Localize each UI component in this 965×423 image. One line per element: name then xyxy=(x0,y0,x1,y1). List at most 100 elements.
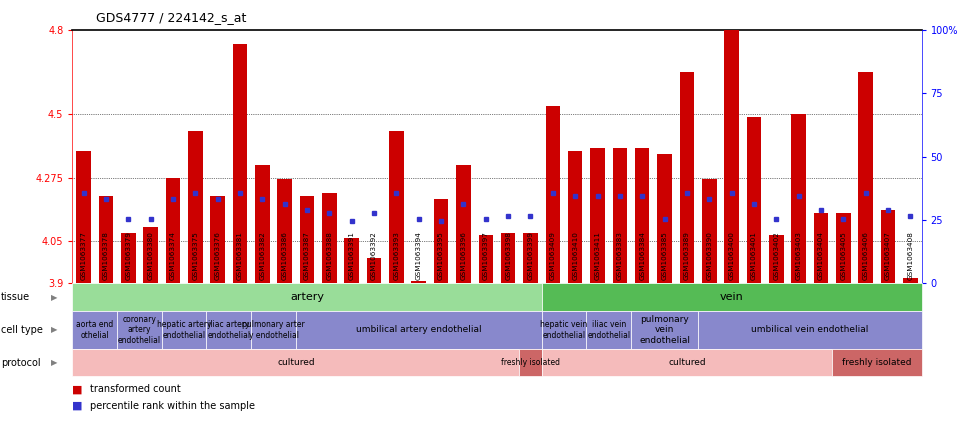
Text: umbilical vein endothelial: umbilical vein endothelial xyxy=(751,325,868,335)
Text: GSM1063405: GSM1063405 xyxy=(841,231,846,280)
Bar xyxy=(836,213,850,283)
Text: artery: artery xyxy=(290,292,324,302)
Text: GSM1063406: GSM1063406 xyxy=(863,231,868,280)
Bar xyxy=(747,117,761,283)
Bar xyxy=(277,179,292,283)
Text: GSM1063390: GSM1063390 xyxy=(706,231,712,280)
Bar xyxy=(613,148,627,283)
Text: GSM1063409: GSM1063409 xyxy=(550,231,556,280)
Bar xyxy=(679,72,694,283)
Bar xyxy=(411,280,426,283)
Text: GSM1063383: GSM1063383 xyxy=(617,231,622,280)
Bar xyxy=(188,131,203,283)
Text: vein: vein xyxy=(720,292,743,302)
Bar xyxy=(345,238,359,283)
Text: iliac artery
endothelial: iliac artery endothelial xyxy=(207,320,250,340)
Text: GSM1063374: GSM1063374 xyxy=(170,231,176,280)
Bar xyxy=(813,213,828,283)
Bar xyxy=(545,106,560,283)
Text: ■: ■ xyxy=(72,401,83,411)
Bar xyxy=(881,210,896,283)
Bar xyxy=(791,114,806,283)
Text: GSM1063379: GSM1063379 xyxy=(125,231,131,280)
Text: GSM1063404: GSM1063404 xyxy=(818,231,824,280)
Bar xyxy=(523,233,538,283)
Text: GSM1063403: GSM1063403 xyxy=(796,231,802,280)
Text: GSM1063393: GSM1063393 xyxy=(394,231,400,280)
Bar xyxy=(166,178,180,283)
Text: cultured: cultured xyxy=(277,358,315,367)
Text: GSM1063398: GSM1063398 xyxy=(505,231,511,280)
Text: ▶: ▶ xyxy=(51,293,58,302)
Bar xyxy=(591,148,605,283)
Bar xyxy=(389,131,403,283)
Text: GSM1063380: GSM1063380 xyxy=(148,231,153,280)
Text: cell type: cell type xyxy=(1,325,42,335)
Bar xyxy=(144,227,158,283)
Text: GSM1063389: GSM1063389 xyxy=(684,231,690,280)
Text: coronary
artery
endothelial: coronary artery endothelial xyxy=(118,315,161,345)
Bar xyxy=(76,151,91,283)
Bar xyxy=(434,199,449,283)
Text: protocol: protocol xyxy=(1,358,41,368)
Text: GSM1063392: GSM1063392 xyxy=(372,231,377,280)
Bar xyxy=(568,151,583,283)
Text: GSM1063388: GSM1063388 xyxy=(326,231,332,280)
Text: GSM1063408: GSM1063408 xyxy=(907,231,914,280)
Text: GSM1063387: GSM1063387 xyxy=(304,231,310,280)
Text: GSM1063391: GSM1063391 xyxy=(348,231,355,280)
Bar xyxy=(859,72,873,283)
Text: aorta end
othelial: aorta end othelial xyxy=(76,320,113,340)
Text: GSM1063400: GSM1063400 xyxy=(729,231,734,280)
Text: GSM1063386: GSM1063386 xyxy=(282,231,288,280)
Bar xyxy=(479,236,493,283)
Text: GSM1063378: GSM1063378 xyxy=(103,231,109,280)
Bar xyxy=(255,165,269,283)
Bar xyxy=(635,148,649,283)
Text: GSM1063381: GSM1063381 xyxy=(237,231,243,280)
Bar xyxy=(657,154,672,283)
Text: GSM1063382: GSM1063382 xyxy=(260,231,265,280)
Bar xyxy=(456,165,471,283)
Text: ▶: ▶ xyxy=(51,325,58,335)
Bar xyxy=(903,278,918,283)
Bar xyxy=(233,44,247,283)
Text: GSM1063411: GSM1063411 xyxy=(594,231,600,280)
Text: GSM1063407: GSM1063407 xyxy=(885,231,891,280)
Text: tissue: tissue xyxy=(1,292,30,302)
Bar xyxy=(300,196,315,283)
Text: GSM1063395: GSM1063395 xyxy=(438,231,444,280)
Text: percentile rank within the sample: percentile rank within the sample xyxy=(90,401,255,411)
Bar xyxy=(322,193,337,283)
Text: GSM1063399: GSM1063399 xyxy=(528,231,534,280)
Text: ▶: ▶ xyxy=(51,358,58,367)
Text: iliac vein
endothelial: iliac vein endothelial xyxy=(587,320,630,340)
Text: GSM1063396: GSM1063396 xyxy=(460,231,466,280)
Text: GSM1063377: GSM1063377 xyxy=(80,231,87,280)
Bar xyxy=(121,233,135,283)
Text: GSM1063410: GSM1063410 xyxy=(572,231,578,280)
Text: GSM1063397: GSM1063397 xyxy=(482,231,489,280)
Text: GSM1063394: GSM1063394 xyxy=(416,231,422,280)
Bar xyxy=(702,179,717,283)
Text: pulmonary arter
y endothelial: pulmonary arter y endothelial xyxy=(242,320,305,340)
Text: freshly isolated: freshly isolated xyxy=(842,358,912,367)
Bar xyxy=(725,30,739,283)
Text: umbilical artery endothelial: umbilical artery endothelial xyxy=(356,325,482,335)
Text: cultured: cultured xyxy=(668,358,705,367)
Text: GSM1063402: GSM1063402 xyxy=(773,231,780,280)
Bar xyxy=(769,236,784,283)
Text: ■: ■ xyxy=(72,384,83,394)
Bar xyxy=(210,196,225,283)
Bar xyxy=(501,233,515,283)
Text: GSM1063384: GSM1063384 xyxy=(639,231,646,280)
Bar xyxy=(98,196,113,283)
Text: GSM1063375: GSM1063375 xyxy=(192,231,198,280)
Text: freshly isolated: freshly isolated xyxy=(501,358,560,367)
Text: GSM1063385: GSM1063385 xyxy=(662,231,668,280)
Text: hepatic artery
endothelial: hepatic artery endothelial xyxy=(157,320,211,340)
Text: hepatic vein
endothelial: hepatic vein endothelial xyxy=(540,320,588,340)
Text: GSM1063376: GSM1063376 xyxy=(214,231,221,280)
Bar xyxy=(367,258,381,283)
Text: GSM1063401: GSM1063401 xyxy=(751,231,757,280)
